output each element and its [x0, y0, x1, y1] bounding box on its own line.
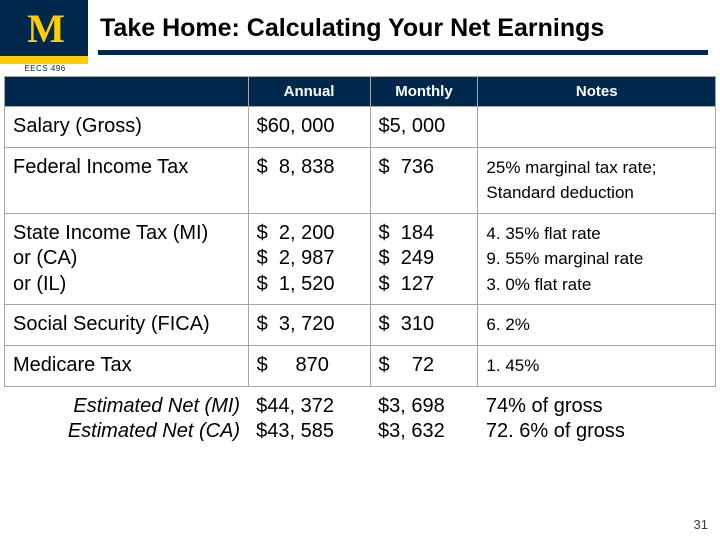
cell-annual: $ 3, 720	[248, 305, 370, 346]
logo-background: M	[0, 0, 88, 56]
cell-label: Salary (Gross)	[5, 107, 249, 148]
table-row: Federal Income Tax $ 8, 838 $ 736 25% ma…	[5, 147, 716, 213]
cell-annual: $ 2, 200 $ 2, 987 $ 1, 520	[248, 213, 370, 305]
cell-notes: 6. 2%	[478, 305, 716, 346]
cell-notes: 1. 45%	[478, 345, 716, 386]
col-header-notes: Notes	[478, 77, 716, 107]
logo-letter: M	[27, 5, 61, 52]
cell-label: Estimated Net (MI) Estimated Net (CA)	[5, 386, 249, 452]
col-header-label	[5, 77, 249, 107]
cell-monthly: $ 310	[370, 305, 478, 346]
table-header-row: Annual Monthly Notes	[5, 77, 716, 107]
logo-banner	[0, 56, 88, 64]
table-row: Salary (Gross) $60, 000 $5, 000	[5, 107, 716, 148]
page-number: 31	[694, 517, 708, 532]
col-header-annual: Annual	[248, 77, 370, 107]
table-row: State Income Tax (MI) or (CA) or (IL) $ …	[5, 213, 716, 305]
col-header-monthly: Monthly	[370, 77, 478, 107]
cell-notes: 4. 35% flat rate 9. 55% marginal rate 3.…	[478, 213, 716, 305]
cell-annual: $44, 372 $43, 585	[248, 386, 370, 452]
slide-title: Take Home: Calculating Your Net Earnings	[100, 14, 604, 43]
cell-annual: $ 8, 838	[248, 147, 370, 213]
cell-monthly: $ 72	[370, 345, 478, 386]
cell-annual: $60, 000	[248, 107, 370, 148]
cell-monthly: $ 184 $ 249 $ 127	[370, 213, 478, 305]
title-underline	[98, 50, 708, 55]
cell-annual: $ 870	[248, 345, 370, 386]
logo-subtext: EECS 496	[0, 64, 90, 73]
cell-monthly: $ 736	[370, 147, 478, 213]
cell-label: State Income Tax (MI) or (CA) or (IL)	[5, 213, 249, 305]
cell-monthly: $5, 000	[370, 107, 478, 148]
slide-header: M EECS 496 Take Home: Calculating Your N…	[0, 0, 720, 70]
cell-notes: 25% marginal tax rate; Standard deductio…	[478, 147, 716, 213]
cell-label: Medicare Tax	[5, 345, 249, 386]
table-row: Social Security (FICA) $ 3, 720 $ 310 6.…	[5, 305, 716, 346]
cell-monthly: $3, 698 $3, 632	[370, 386, 478, 452]
cell-notes: 74% of gross 72. 6% of gross	[478, 386, 716, 452]
table-row: Medicare Tax $ 870 $ 72 1. 45%	[5, 345, 716, 386]
table-row-net: Estimated Net (MI) Estimated Net (CA) $4…	[5, 386, 716, 452]
earnings-table: Annual Monthly Notes Salary (Gross) $60,…	[4, 76, 716, 452]
cell-notes	[478, 107, 716, 148]
logo: M EECS 496	[0, 0, 90, 70]
cell-label: Federal Income Tax	[5, 147, 249, 213]
cell-label: Social Security (FICA)	[5, 305, 249, 346]
